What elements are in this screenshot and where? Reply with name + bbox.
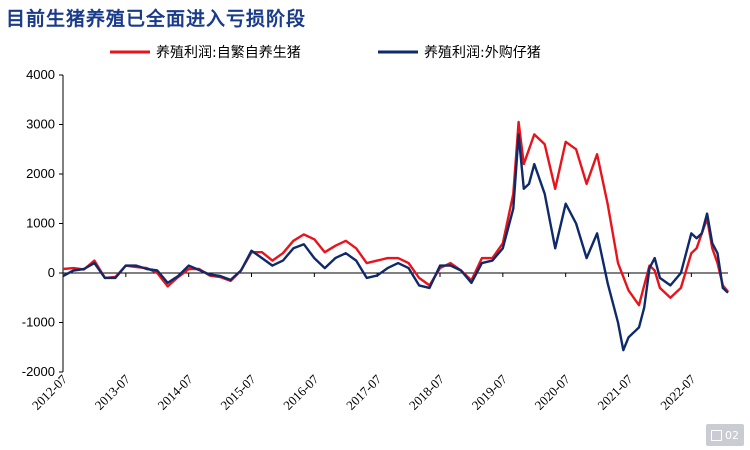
y-tick-label: -1000 <box>22 315 55 330</box>
x-tick-label: 2021-07 <box>594 371 636 413</box>
y-tick-label: 4000 <box>26 67 55 82</box>
x-tick-label: 2014-07 <box>155 371 197 413</box>
legend: 养殖利润:自繁自养生猪 养殖利润:外购仔猪 <box>110 44 541 61</box>
chart-title: 目前生猪养殖已全面进入亏损阶段 <box>6 8 307 30</box>
y-tick-label: 1000 <box>26 216 55 231</box>
x-tick-label: 2022-07 <box>657 371 699 413</box>
x-tick-label: 2019-07 <box>469 371 511 413</box>
x-tick-label: 2017-07 <box>343 371 385 413</box>
y-tick-label: 0 <box>48 265 55 280</box>
x-tick-label: 2015-07 <box>217 371 259 413</box>
badge-label: 02 <box>725 428 739 442</box>
x-tick-label: 2020-07 <box>532 371 574 413</box>
y-tick-label: 2000 <box>26 166 55 181</box>
qr-icon <box>711 429 722 441</box>
x-tick-label: 2013-07 <box>92 371 134 413</box>
legend-label: 养殖利润:自繁自养生猪 <box>156 44 301 61</box>
y-tick-label: 3000 <box>26 117 55 132</box>
series-line <box>62 133 729 352</box>
y-tick-label: -2000 <box>22 364 55 379</box>
x-tick-label: 2016-07 <box>280 371 322 413</box>
x-tick-label: 2018-07 <box>406 371 448 413</box>
page-badge: 02 <box>706 424 744 446</box>
series-lines <box>62 120 729 352</box>
legend-label: 养殖利润:外购仔猪 <box>424 44 541 61</box>
